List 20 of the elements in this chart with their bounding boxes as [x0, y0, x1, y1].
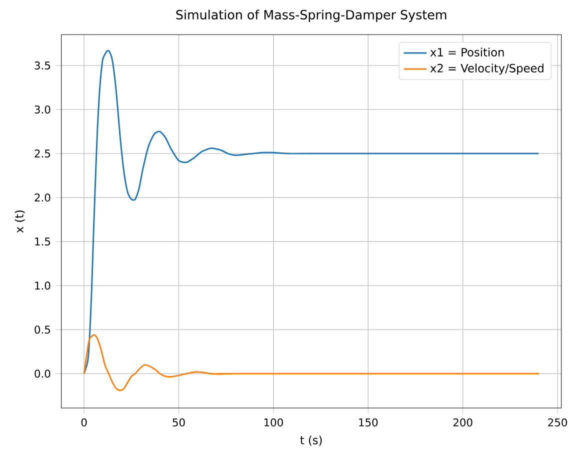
y-tick-label: 2.5	[34, 149, 50, 158]
x-axis-title: t (s)	[300, 436, 322, 446]
x-tick-label: 100	[264, 418, 283, 426]
y-tick-label: 2.0	[34, 194, 50, 202]
legend-label: x2 = Velocity/Speed	[430, 64, 544, 75]
y-axis-title: x (t)	[14, 210, 25, 233]
y-tick-label: 0.0	[34, 370, 50, 378]
y-tick-label: 3.0	[34, 105, 50, 114]
y-tick-label: 0.5	[34, 326, 50, 334]
x-tick-label: 150	[359, 418, 378, 426]
y-tick-label: 1.5	[35, 238, 50, 246]
y-tick-label: 3.5	[34, 61, 50, 70]
line-series	[83, 334, 540, 392]
x-tick-label: 200	[453, 418, 472, 426]
x-tick-label: 250	[548, 418, 568, 426]
chart-title: Simulation of Mass-Spring-Damper System	[176, 10, 446, 22]
x-tick-label: 0	[81, 418, 87, 426]
y-tick-label: 1.0	[35, 282, 50, 290]
legend-label: x1 = Position	[430, 48, 504, 57]
x-tick-label: 50	[172, 418, 185, 426]
